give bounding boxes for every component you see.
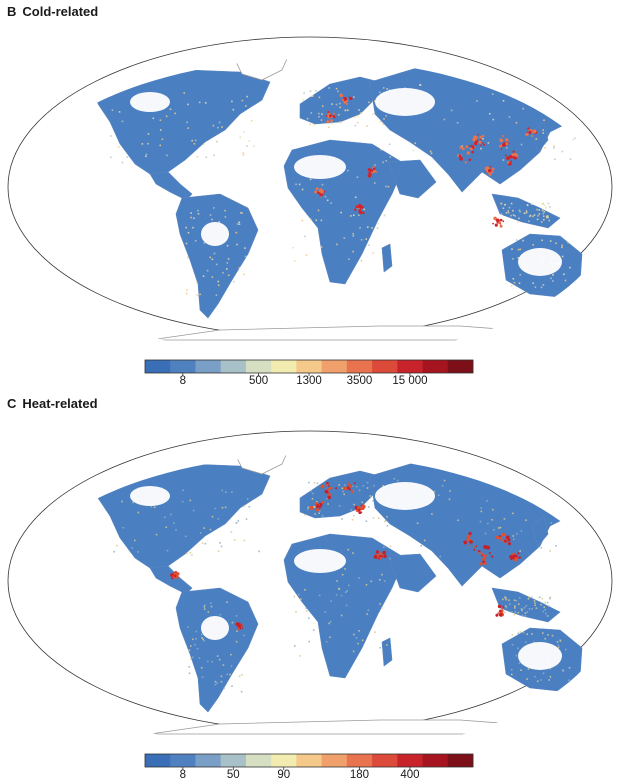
panel-cold-related: B Cold-related 8 500 1300 3500 15 000 [7,4,613,387]
colorbar-tick-label: 3500 [346,375,373,387]
colorbar-swatch [321,360,348,373]
colorbar-swatch [321,754,348,767]
arabia-shape [387,553,437,593]
colorbar-tick-label: 8 [179,769,187,781]
colorbar-swatch [195,754,221,767]
colorbar-swatch [170,360,196,373]
colorbar-swatch [422,360,449,373]
madagascar-shape [381,243,393,273]
colorbar-swatch [170,754,196,767]
colorbar-tick-label: 1300 [296,375,322,387]
colorbar-swatch [447,360,474,373]
colorbar-tick-label: 90 [277,769,291,781]
hotspot-layer [314,93,538,228]
colorbar-swatch [372,754,398,767]
colorbar-swatch [372,360,398,373]
colorbar-tick-label: 180 [349,769,370,781]
panel-label: Heat-related [22,396,98,411]
madagascar-shape [381,637,393,667]
sparse-areas [130,88,562,276]
colorbar-swatch [296,754,322,767]
panel-title: B Cold-related [7,4,98,19]
colorbar-swatch [245,754,272,767]
colorbar-swatch [145,360,171,373]
colorbar-swatch [296,360,322,373]
panel-letter: C [7,396,17,411]
colorbar-swatch [245,360,272,373]
colorbar-swatch [346,754,373,767]
colorbar-tick-label: 50 [226,769,240,781]
colorbar-swatch [220,360,247,373]
new-zealand-shape [597,681,609,713]
japan-shape [531,515,549,547]
world-map-heat [7,430,613,770]
colorbar-tick-label: 8 [179,375,187,387]
panel-title: C Heat-related [7,396,98,411]
colorbar [144,359,474,376]
colorbar-swatch [397,360,423,373]
arabia-shape [387,159,437,199]
colorbar-swatch [271,360,297,373]
colorbar-swatch [346,360,373,373]
colorbar-swatch [422,754,449,767]
south-america-shape [175,587,259,713]
colorbar [144,753,474,770]
greenland-shape [229,59,291,81]
world-map-cold [7,36,613,376]
landmasses [94,59,609,341]
panel-letter: B [7,4,17,19]
colorbar-tick-label: 400 [400,769,420,781]
colorbar-swatch [145,754,171,767]
new-zealand-shape [597,287,609,319]
sparse-areas [130,482,562,670]
south-america-shape [175,193,259,319]
colorbar-swatch [397,754,423,767]
panel-heat-related: C Heat-related 8 50 90 180 400 [0,392,620,783]
colorbar-swatch [271,754,297,767]
panel-label: Cold-related [22,4,99,19]
colorbar-swatch [447,754,474,767]
europe-shape [299,76,381,125]
colorbar-swatch [220,754,247,767]
colorbar-swatch [195,360,221,373]
colorbar-tick-label: 500 [248,375,269,387]
hotspot-layer [170,481,521,631]
colorbar-tick-label: 15 000 [392,375,428,387]
